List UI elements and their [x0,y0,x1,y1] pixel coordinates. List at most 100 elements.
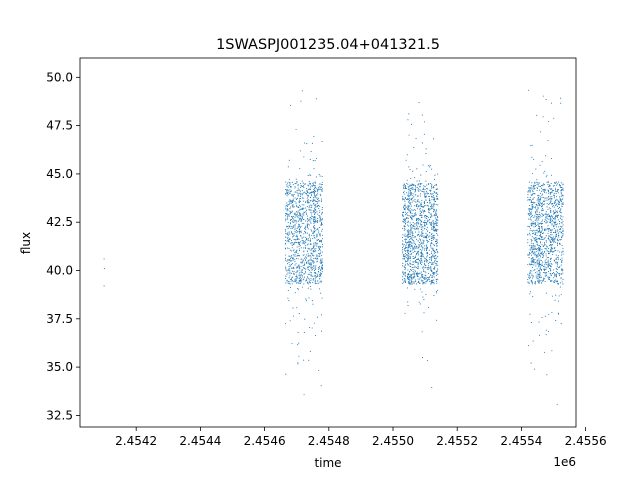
data-point [538,277,540,279]
data-point [316,221,318,223]
data-point [314,230,316,232]
data-point [317,197,320,199]
data-point [549,239,551,241]
data-point [430,213,432,215]
y-tick-label: 45.0 [46,167,73,181]
data-point [536,242,538,244]
data-point [307,259,309,262]
data-point [414,226,416,228]
data-point [416,203,418,205]
data-point [403,249,405,251]
data-point [419,288,421,290]
data-point [304,270,307,272]
data-point [404,228,406,230]
data-point [433,268,436,270]
data-point [430,243,432,245]
data-point [414,200,416,202]
y-tick-label: 32.5 [46,408,73,422]
data-point [316,282,318,284]
data-point [545,229,547,231]
data-point [553,224,555,226]
data-point [319,218,321,220]
data-point [417,188,419,190]
data-point [554,217,556,219]
data-point [295,178,297,180]
data-point [406,154,408,156]
data-point [537,207,539,209]
data-point [296,192,298,194]
data-point [542,264,544,266]
data-point [539,131,541,133]
data-point [432,227,434,229]
data-point [427,220,429,222]
data-point [531,254,533,256]
data-point [410,247,412,249]
data-point [293,271,295,273]
data-point [542,265,545,267]
data-point [291,262,293,265]
data-point [550,192,552,194]
data-point [403,243,405,246]
data-point [433,255,435,257]
data-point [314,189,316,192]
data-point [545,253,547,255]
data-point [410,263,412,265]
data-point [294,197,296,199]
data-point [435,221,437,223]
data-point [413,237,415,239]
data-point [414,242,416,244]
data-point [285,282,287,284]
data-point [410,253,412,255]
data-point [433,203,435,205]
data-point [289,255,291,257]
data-point [547,228,549,230]
data-point [417,223,419,225]
data-point [321,181,323,183]
data-point [428,195,430,198]
data-point [544,230,546,232]
data-point [435,228,437,230]
data-point [435,214,437,217]
data-point [426,280,429,282]
data-point [299,282,301,284]
data-point [414,228,416,230]
data-point [430,244,432,246]
data-point [536,256,538,258]
data-point [288,283,290,285]
data-point [537,198,539,200]
data-point [307,277,309,279]
data-point [309,188,311,190]
data-point [313,277,315,279]
data-point [556,190,558,192]
data-point [546,181,548,183]
data-point [403,272,405,274]
data-point [289,272,291,274]
data-point [291,242,293,244]
y-tick-label: 40.0 [46,264,73,278]
data-point [427,263,430,265]
data-point [528,181,530,183]
data-point [312,260,314,262]
data-point [556,271,558,274]
data-point [420,174,422,176]
data-point [562,202,564,204]
data-point [422,209,424,211]
data-point [547,277,549,279]
data-point [547,183,549,186]
data-point [419,219,421,221]
data-point [296,212,298,214]
data-point [552,206,554,208]
data-point [406,276,409,278]
data-point [297,344,299,346]
data-point [419,248,421,250]
data-point [410,236,412,238]
data-point [321,251,323,253]
data-point [551,236,553,239]
data-point [532,229,534,231]
y-tick-label: 50.0 [46,70,73,84]
data-point [292,233,294,235]
data-point [532,264,534,266]
data-point [415,206,418,208]
data-point [319,292,322,294]
data-point [536,209,538,211]
